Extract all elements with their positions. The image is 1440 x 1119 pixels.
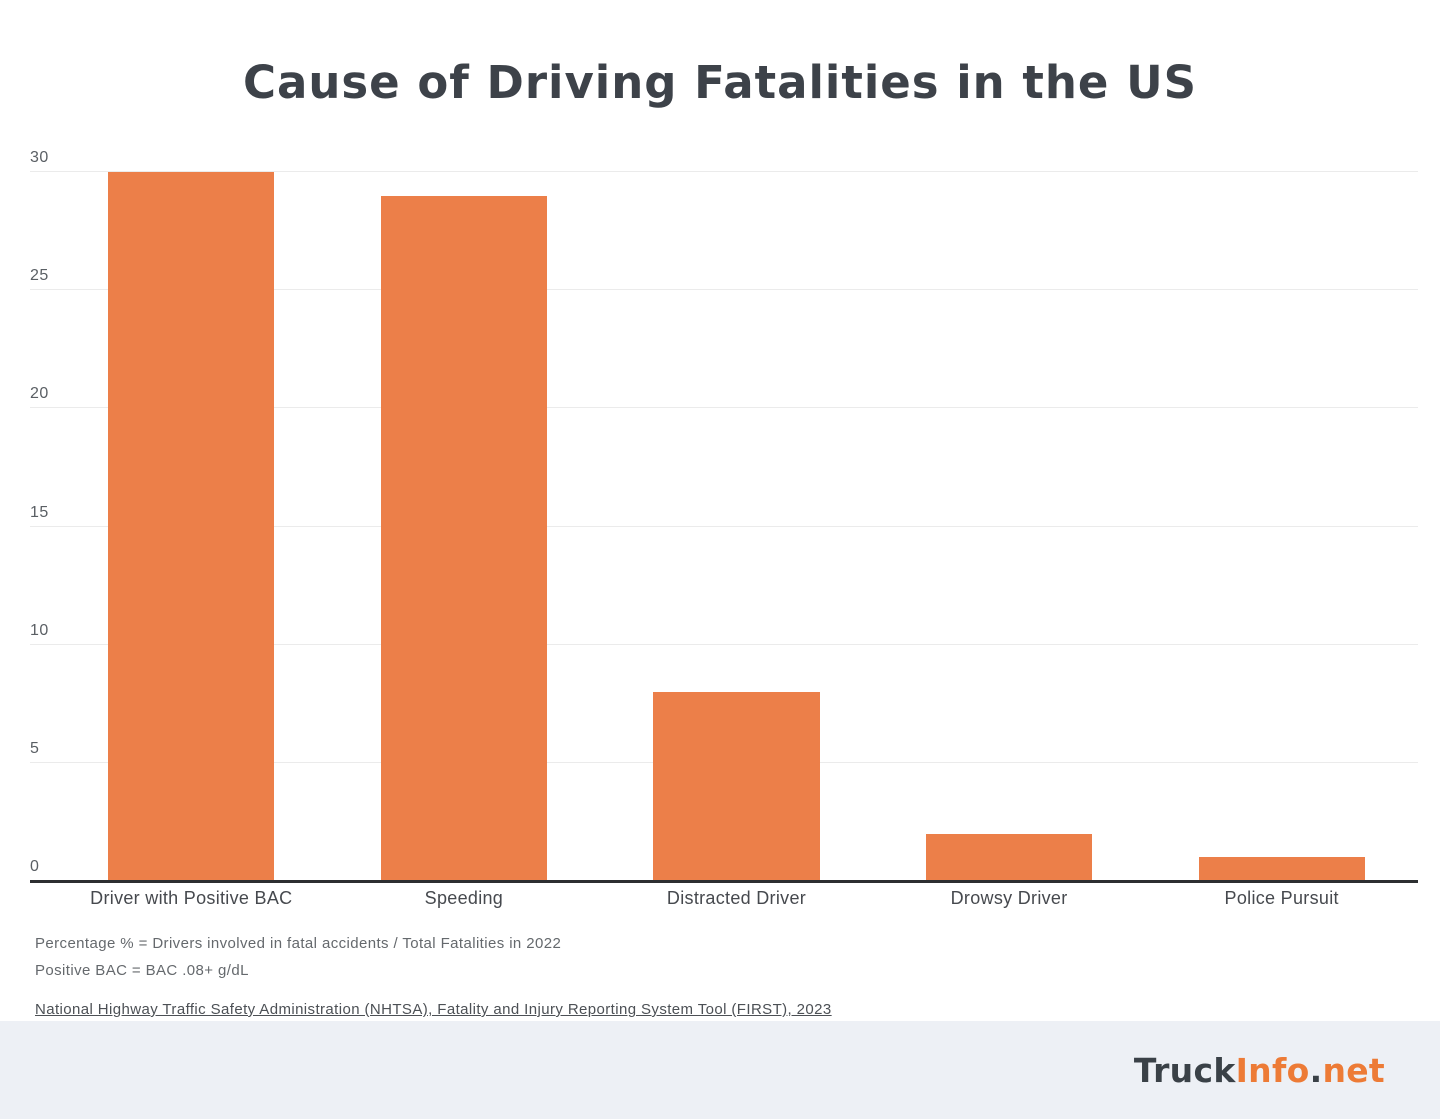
gridline-15	[30, 525, 1418, 527]
bar-police-pursuit	[1198, 857, 1365, 881]
logo-part-net: net	[1322, 1050, 1385, 1090]
x-axis-labels: Driver with Positive BAC Speeding Distract…	[55, 888, 1418, 909]
bar-driver-with-positive-bac	[108, 172, 275, 881]
y-tick-label-25: 25	[30, 267, 49, 285]
y-tick-label-15: 15	[30, 503, 49, 521]
source-citation-link[interactable]: National Highway Traffic Safety Administ…	[35, 1001, 832, 1018]
bar-slot-driver-with-positive-bac	[55, 172, 328, 881]
bar-slot-police-pursuit	[1145, 172, 1418, 881]
logo-part-truck: Truck	[1133, 1050, 1236, 1090]
x-axis-label-driver-with-positive-bac: Driver with Positive BAC	[90, 888, 293, 908]
truckinfo-logo[interactable]: TruckInfo.net	[1134, 1051, 1385, 1090]
x-axis-label-police-pursuit: Police Pursuit	[1224, 888, 1339, 908]
gridline-10	[30, 643, 1418, 645]
x-axis-line	[30, 880, 1418, 883]
bar-slot-speeding	[328, 172, 601, 881]
logo-part-info: Info	[1235, 1050, 1310, 1090]
bar-drowsy-driver	[925, 833, 1093, 881]
y-tick-label-5: 5	[30, 739, 40, 757]
footnote-positive-bac: Positive BAC = BAC .08+ g/dL	[35, 962, 249, 979]
y-tick-label-0: 0	[30, 858, 40, 875]
y-tick-label-30: 30	[30, 149, 49, 166]
footnotes-block: Percentage % = Drivers involved in fatal…	[35, 935, 832, 1018]
x-axis-label-distracted-driver: Distracted Driver	[666, 888, 807, 908]
y-tick-label-20: 20	[30, 385, 49, 403]
footer-bar: TruckInfo.net	[0, 1021, 1440, 1119]
footnote-percentage: Percentage % = Drivers involved in fatal…	[35, 935, 562, 952]
x-axis-label-drowsy-driver: Drowsy Driver	[950, 888, 1068, 908]
gridline-25	[30, 289, 1418, 291]
gridline-20	[30, 407, 1418, 409]
bar-speeding	[380, 195, 548, 881]
bar-slot-drowsy-driver	[873, 172, 1146, 881]
bar-distracted-driver	[653, 691, 820, 881]
plot-area: 0 5 10 15 20 25 30	[30, 149, 1418, 883]
bar-slot-distracted-driver	[600, 172, 873, 881]
logo-part-dot: .	[1309, 1050, 1323, 1090]
x-axis-label-speeding: Speeding	[424, 888, 504, 908]
bars-layer	[55, 172, 1418, 881]
gridline-30	[30, 171, 1418, 172]
chart-title: Cause of Driving Fatalities in the US	[242, 56, 1198, 109]
y-tick-label-10: 10	[30, 621, 49, 639]
